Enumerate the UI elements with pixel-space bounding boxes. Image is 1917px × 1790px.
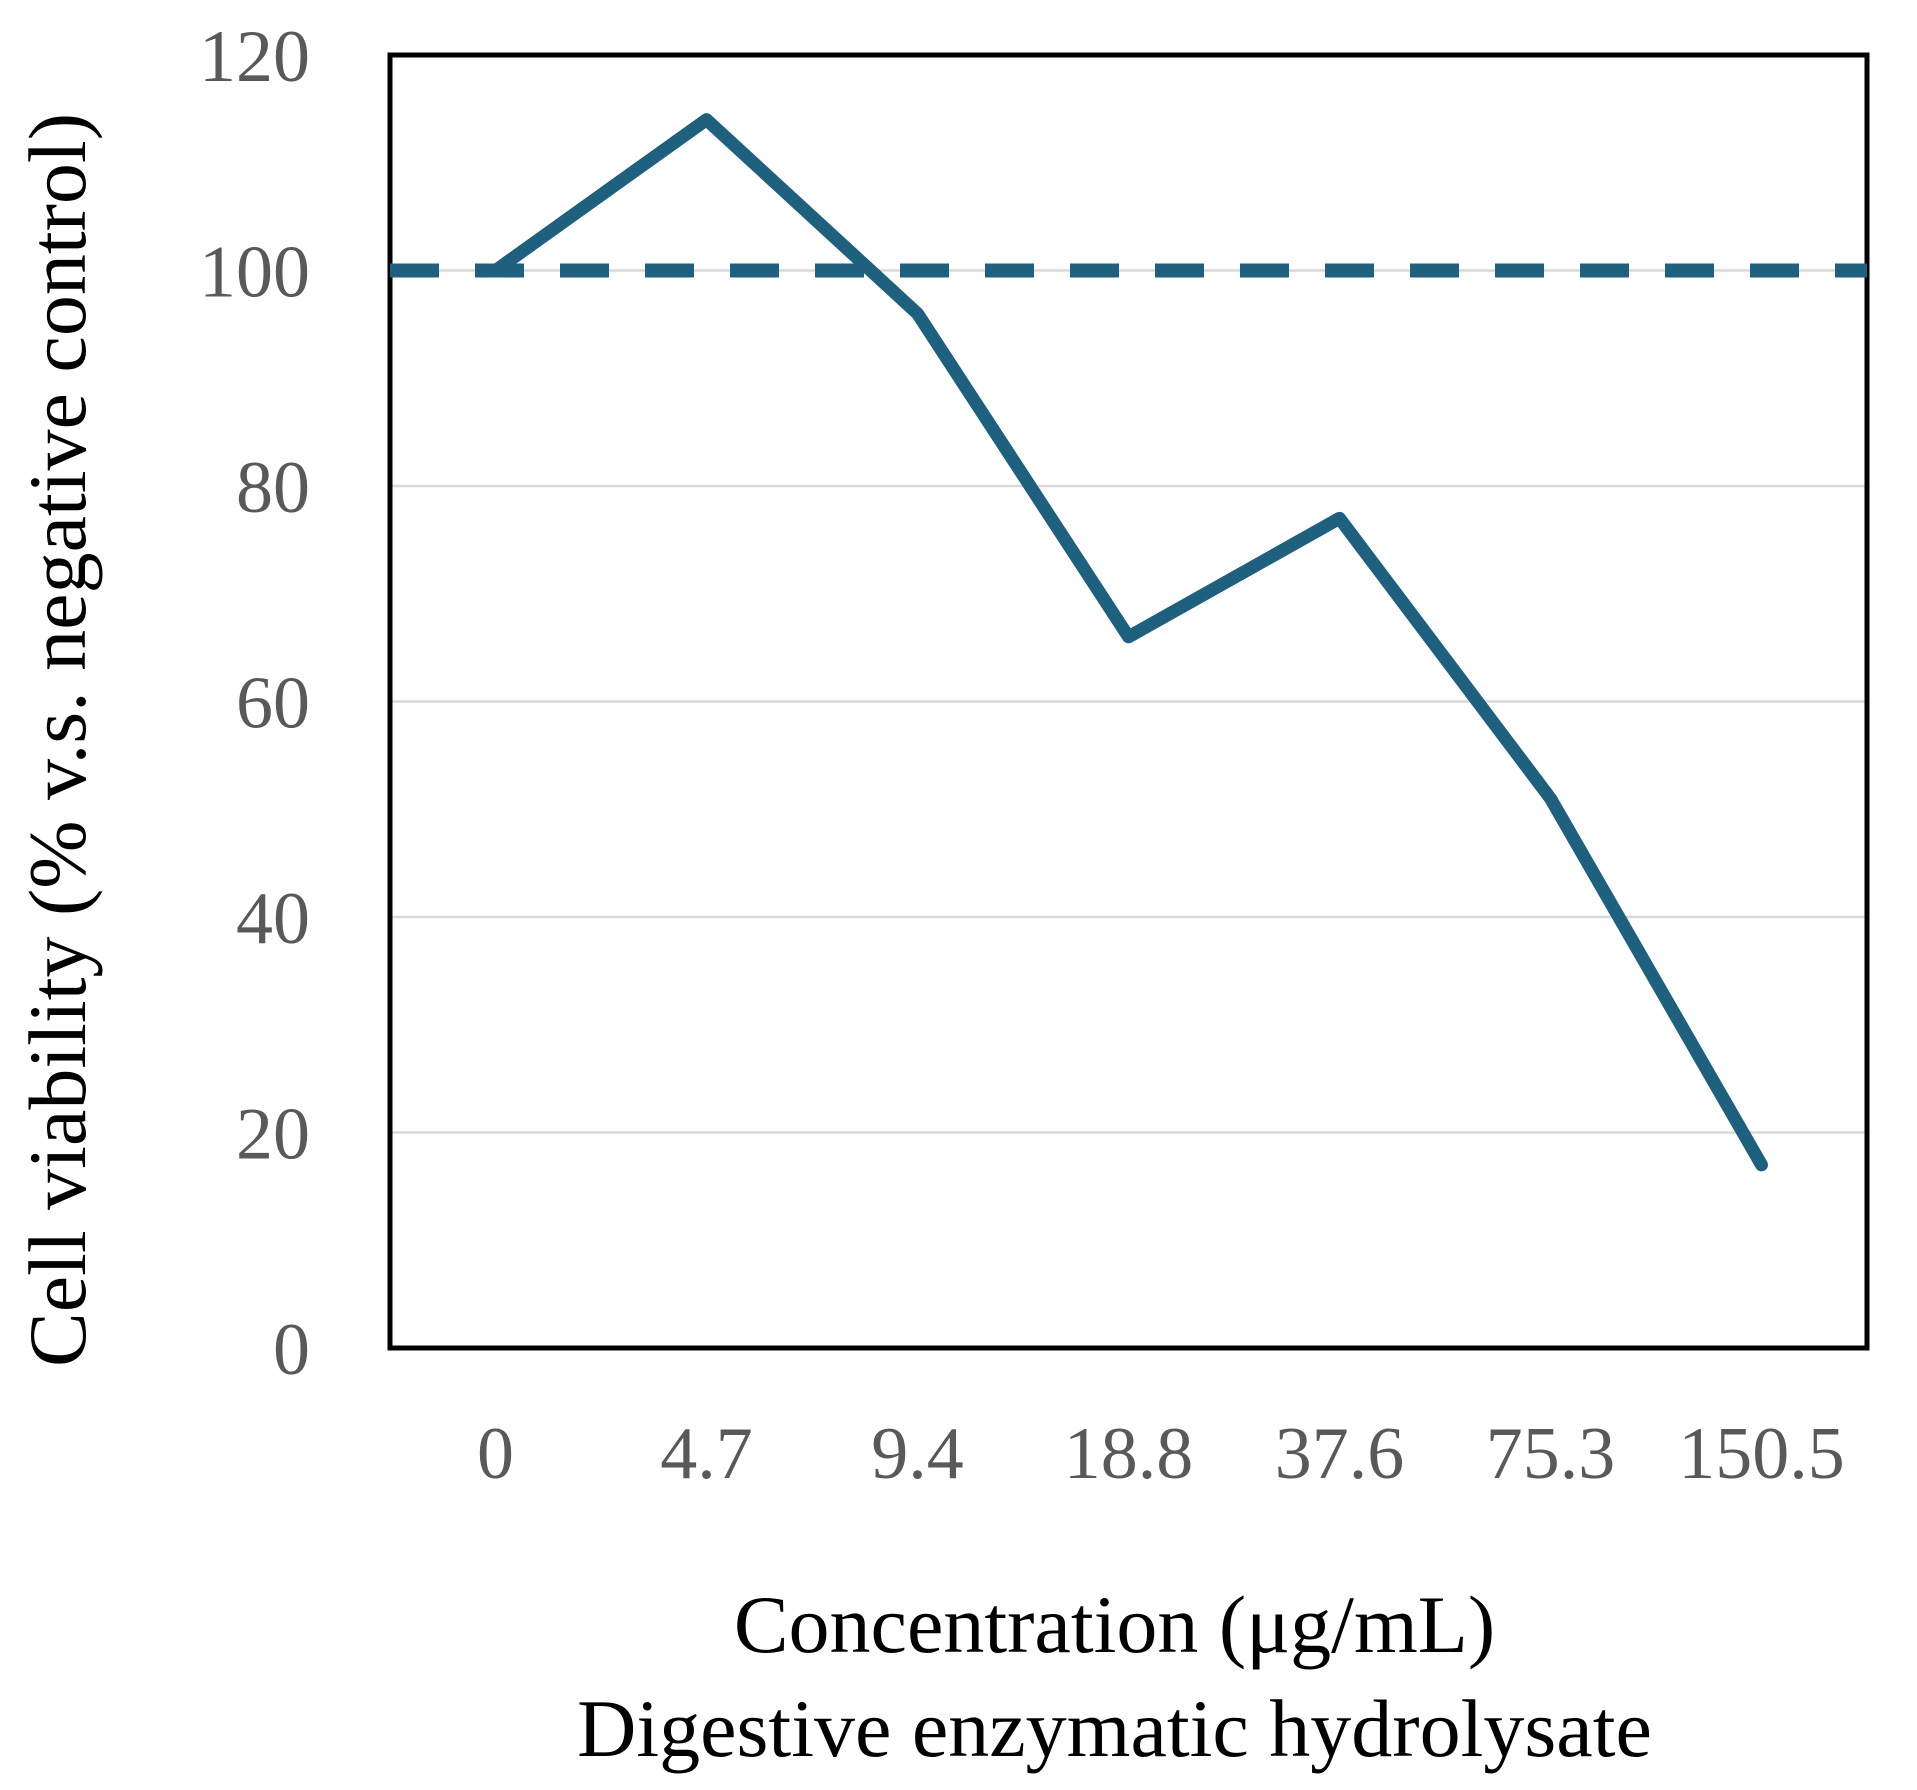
- y-tick-label: 80: [236, 447, 310, 529]
- y-tick-label: 120: [199, 16, 310, 98]
- y-tick-label: 0: [273, 1309, 310, 1391]
- x-tick-label: 9.4: [871, 1413, 964, 1495]
- x-tick-label: 18.8: [1064, 1413, 1194, 1495]
- x-axis-title-line1: Concentration (μg/mL): [734, 1579, 1495, 1670]
- x-tick-label: 150.5: [1678, 1413, 1845, 1495]
- x-tick-label: 75.3: [1486, 1413, 1616, 1495]
- y-tick-label: 100: [199, 232, 310, 314]
- x-tick-labels: 0 4.7 9.4 18.8 37.6 75.3 150.5: [477, 1413, 1845, 1495]
- y-tick-label: 20: [236, 1094, 310, 1176]
- x-tick-label: 37.6: [1275, 1413, 1405, 1495]
- x-tick-label: 0: [477, 1413, 514, 1495]
- viability-line: [489, 113, 1768, 1172]
- x-axis-title-line2: Digestive enzymatic hydrolysate: [577, 1683, 1652, 1774]
- y-tick-label: 40: [236, 878, 310, 960]
- x-tick-label: 4.7: [660, 1413, 753, 1495]
- gridlines: [390, 269, 1867, 1134]
- y-tick-label: 60: [236, 663, 310, 745]
- y-axis-title: Cell viability (% v.s. negative control): [12, 113, 103, 1367]
- series-group: [489, 113, 1768, 1172]
- chart-frame: [387, 52, 1870, 1351]
- y-tick-labels: 0 20 40 60 80 100 120: [199, 16, 310, 1391]
